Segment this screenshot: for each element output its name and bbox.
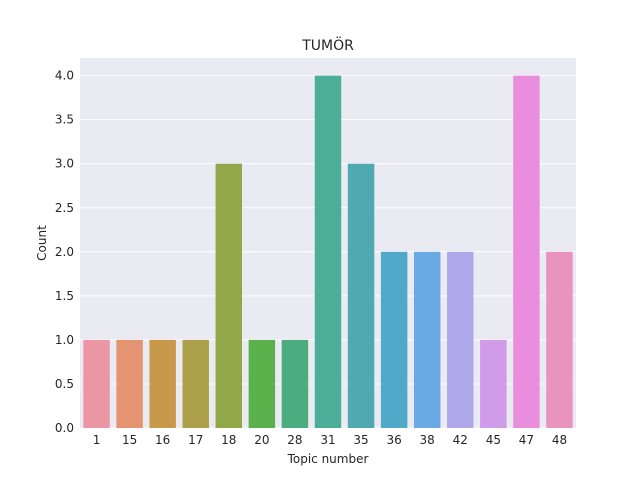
x-tick-label: 31 — [320, 433, 335, 447]
bar-36 — [380, 251, 408, 428]
chart-title: TUMÖR — [301, 36, 354, 54]
y-tick-label: 1.0 — [55, 333, 74, 347]
x-tick-label: 36 — [386, 433, 401, 447]
y-tick-label: 2.0 — [55, 245, 74, 259]
y-tick-label: 3.0 — [55, 157, 74, 171]
x-axis-label: Topic number — [287, 452, 369, 466]
x-tick-label: 28 — [287, 433, 302, 447]
x-tick-label: 48 — [552, 433, 567, 447]
y-tick-label: 2.5 — [55, 201, 74, 215]
x-tick-labels: 1 15 16 17 18 20 28 31 35 36 38 42 45 47 48 — [93, 433, 567, 447]
bar-48 — [546, 251, 573, 428]
x-tick-label: 42 — [453, 433, 468, 447]
y-tick-label: 0.0 — [55, 421, 74, 435]
bar-1 — [83, 339, 110, 428]
x-tick-label: 1 — [93, 433, 101, 447]
y-tick-labels: 0.0 0.5 1.0 1.5 2.0 2.5 3.0 3.5 4.0 — [55, 69, 74, 435]
x-tick-label: 47 — [519, 433, 534, 447]
x-tick-label: 16 — [155, 433, 170, 447]
x-tick-label: 20 — [254, 433, 269, 447]
y-tick-label: 0.5 — [55, 377, 74, 391]
bar-31 — [314, 75, 342, 428]
bar-47 — [513, 75, 540, 428]
bar-45 — [480, 339, 507, 428]
y-tick-label: 1.5 — [55, 289, 74, 303]
x-tick-label: 18 — [221, 433, 236, 447]
y-axis-label: Count — [35, 225, 49, 261]
y-tick-label: 3.5 — [55, 113, 74, 127]
bar-15 — [116, 339, 143, 428]
bar-35 — [347, 163, 375, 428]
bar-28 — [281, 339, 309, 428]
x-tick-label: 38 — [420, 433, 435, 447]
bar-42 — [447, 251, 474, 428]
x-tick-label: 45 — [486, 433, 501, 447]
bar-16 — [149, 339, 176, 428]
bars — [83, 75, 573, 428]
bar-20 — [248, 339, 276, 428]
x-tick-label: 15 — [122, 433, 137, 447]
bar-17 — [182, 339, 209, 428]
bar-18 — [215, 163, 243, 428]
bar-38 — [413, 251, 441, 428]
y-tick-label: 4.0 — [55, 69, 74, 83]
x-tick-label: 17 — [188, 433, 203, 447]
x-tick-label: 35 — [353, 433, 368, 447]
